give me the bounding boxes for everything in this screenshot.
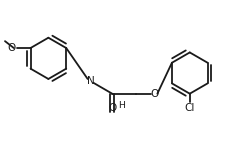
Text: O: O (8, 43, 16, 53)
Text: H: H (118, 101, 125, 110)
Text: N: N (87, 76, 94, 86)
Text: Cl: Cl (184, 103, 195, 112)
Text: O: O (108, 103, 116, 113)
Text: O: O (150, 89, 158, 99)
